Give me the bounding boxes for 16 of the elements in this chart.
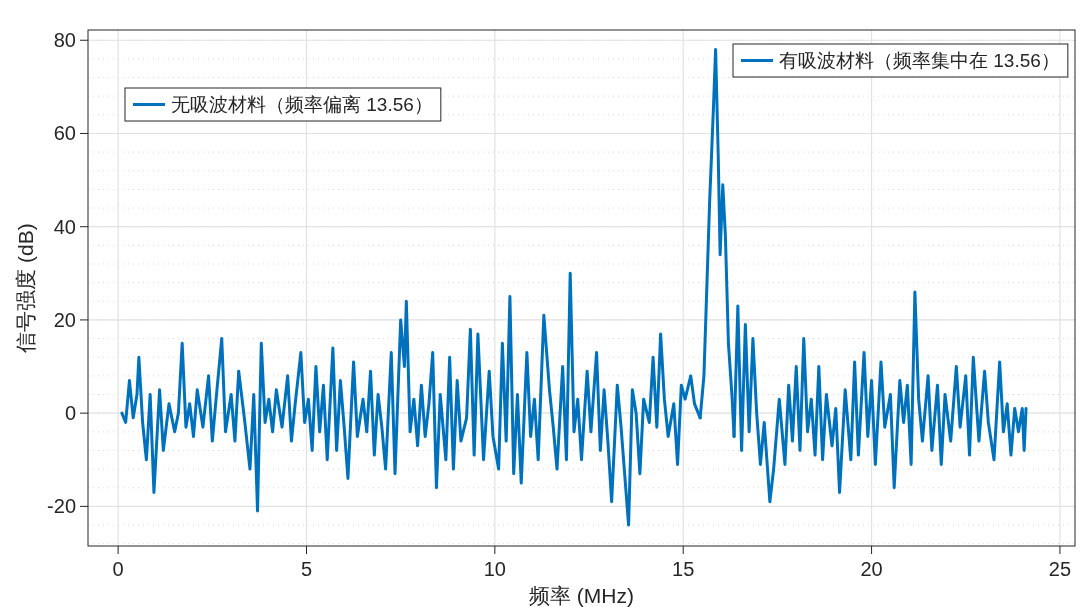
y-axis-title: 信号强度 (dB) bbox=[14, 223, 37, 353]
x-tick-label: 20 bbox=[860, 558, 883, 580]
y-tick-label: 60 bbox=[53, 122, 76, 145]
x-tick-label: 15 bbox=[672, 558, 695, 580]
y-tick-label: 80 bbox=[53, 29, 76, 52]
x-tick-label: 0 bbox=[112, 558, 124, 580]
y-tick-label: 40 bbox=[53, 215, 76, 238]
legend-label: 有吸波材料（频率集中在 13.56） bbox=[779, 50, 1060, 71]
y-tick-label: 20 bbox=[53, 308, 76, 331]
x-tick-label: 25 bbox=[1048, 558, 1072, 580]
x-tick-label: 5 bbox=[300, 558, 313, 580]
x-axis-title: 频率 (MHz) bbox=[529, 584, 634, 607]
x-tick-label: 10 bbox=[483, 558, 506, 580]
y-tick-label: -20 bbox=[47, 495, 76, 518]
legend-label: 无吸波材料（频率偏离 13.56） bbox=[171, 94, 433, 115]
y-tick-label: 0 bbox=[64, 402, 76, 425]
